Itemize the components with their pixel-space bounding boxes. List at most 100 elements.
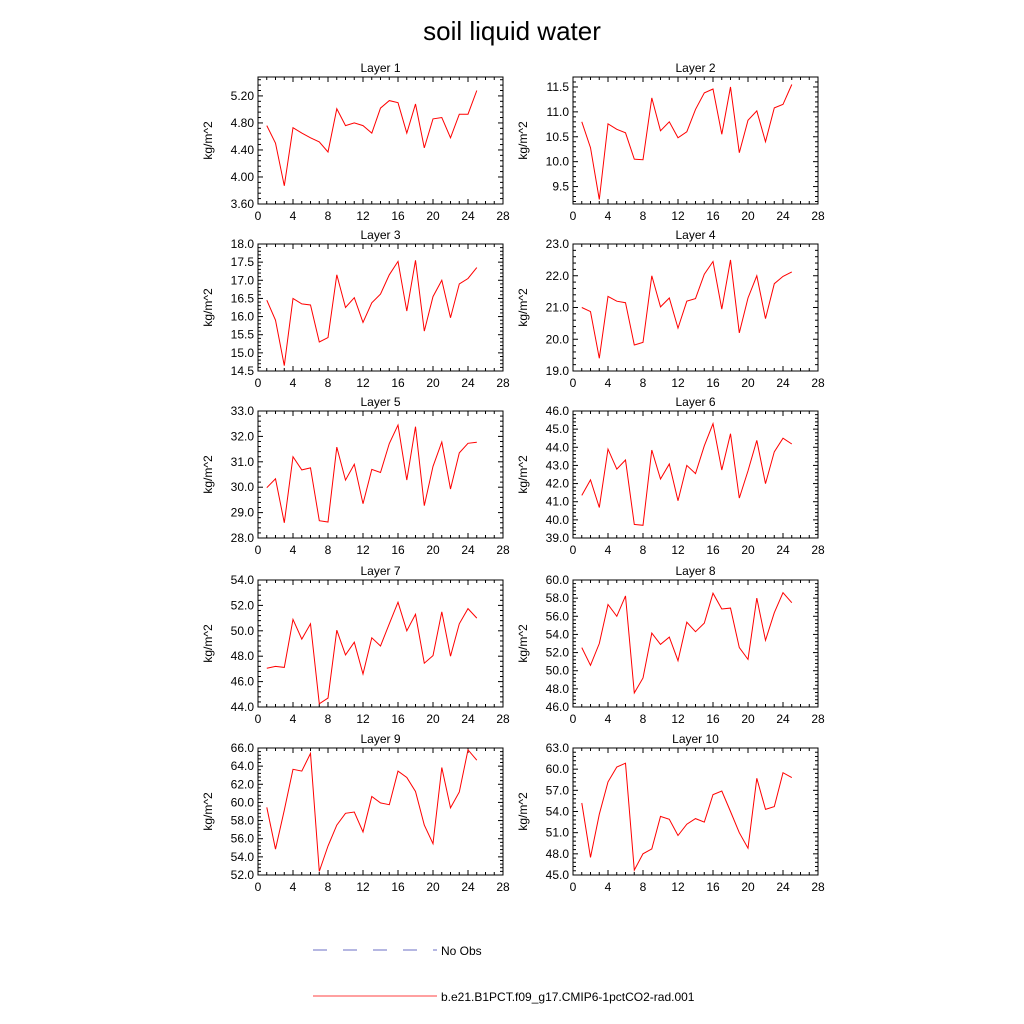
- legend: No Obs b.e21.B1PCT.f09_g17.CMIP6-1pctCO2…: [313, 944, 695, 1004]
- panel-7-xtick-label: 4: [290, 712, 297, 726]
- panel-8-ytick-label: 50.0: [546, 664, 570, 678]
- panel-3-ytick-label: 17.5: [231, 255, 255, 269]
- panel-8-title: Layer 8: [675, 564, 715, 578]
- panel-4-ytick-label: 20.0: [546, 332, 570, 346]
- panel-4-xtick-label: 4: [605, 376, 612, 390]
- panel-3-title: Layer 3: [360, 228, 400, 242]
- panel-2-xtick-label: 8: [640, 209, 647, 223]
- panel-5-ytick-label: 29.0: [231, 506, 255, 520]
- panel-3-ytick-label: 15.5: [231, 328, 255, 342]
- panel-9-ylabel: kg/m^2: [201, 792, 215, 831]
- panel-5-xtick-label: 4: [290, 543, 297, 557]
- panel-8-ytick-label: 54.0: [546, 627, 570, 641]
- panel-7-ylabel: kg/m^2: [201, 624, 215, 663]
- panel-5-ytick-label: 32.0: [231, 429, 255, 443]
- panel-6-xtick-label: 24: [776, 543, 790, 557]
- panel-7-xtick-label: 0: [255, 712, 262, 726]
- panel-3: Layer 3 kg/m^2 0 4 8 12 16 20 24 28 14.5 15.0 15.5 16…: [201, 228, 510, 390]
- panel-6-xtick-label: 20: [741, 543, 755, 557]
- panel-8-xtick-label: 4: [605, 712, 612, 726]
- panel-5: Layer 5 kg/m^2 0 4 8 12 16 20 24 28 28.0 29.0 30.0 31…: [201, 395, 510, 557]
- panel-4-xtick-label: 8: [640, 376, 647, 390]
- panel-4: Layer 4 kg/m^2 0 4 8 12 16 20 24 28 19.0 20.0 21.0 22…: [516, 228, 825, 390]
- panel-9-xtick-label: 8: [325, 880, 332, 894]
- panel-2-ylabel: kg/m^2: [516, 121, 530, 160]
- panel-7-ytick-label: 44.0: [231, 700, 255, 714]
- panel-4-ytick-label: 19.0: [546, 364, 570, 378]
- panel-8-xtick-label: 24: [776, 712, 790, 726]
- panel-8-xtick-label: 16: [706, 712, 720, 726]
- panel-10-xtick-label: 16: [706, 880, 720, 894]
- panel-7-xtick-label: 20: [426, 712, 440, 726]
- panel-2-ytick-label: 11.0: [547, 105, 570, 119]
- panel-4-ylabel: kg/m^2: [516, 288, 530, 327]
- panel-2-ytick-label: 10.0: [546, 155, 570, 169]
- panel-1-xtick-label: 0: [255, 209, 262, 223]
- panel-3-ytick-label: 15.0: [231, 346, 255, 360]
- panel-10-ytick-label: 48.0: [546, 847, 570, 861]
- panel-4-ytick-label: 23.0: [546, 237, 570, 251]
- panel-6-title: Layer 6: [675, 395, 715, 409]
- panel-9-xtick-label: 0: [255, 880, 262, 894]
- panel-6-ytick-label: 41.0: [546, 495, 570, 509]
- panel-8-xtick-label: 0: [570, 712, 577, 726]
- panel-9-xtick-label: 20: [426, 880, 440, 894]
- panel-2-xtick-label: 20: [741, 209, 755, 223]
- panel-9-ytick-label: 62.0: [231, 777, 255, 791]
- panel-1-ylabel: kg/m^2: [201, 121, 215, 160]
- panel-5-frame: [257, 410, 504, 539]
- panel-2-ytick-label: 11.5: [547, 80, 570, 94]
- panel-3-series-line-1: [266, 260, 478, 366]
- panel-8-frame: [572, 579, 819, 708]
- panel-6-xtick-label: 16: [706, 543, 720, 557]
- panel-3-xtick-label: 12: [356, 376, 370, 390]
- panel-3-ylabel: kg/m^2: [201, 288, 215, 327]
- panel-1-xtick-label: 4: [290, 209, 297, 223]
- panel-7-xtick-label: 8: [325, 712, 332, 726]
- panel-5-xtick-label: 24: [461, 543, 475, 557]
- panel-5-xtick-label: 28: [496, 543, 510, 557]
- panel-1-frame: [257, 76, 504, 205]
- panel-10-ylabel: kg/m^2: [516, 792, 530, 831]
- panel-9-series-line-1: [266, 748, 478, 872]
- panel-5-ytick-label: 31.0: [231, 455, 255, 469]
- panel-8-xtick-label: 12: [671, 712, 685, 726]
- panel-6-xtick-label: 28: [811, 543, 825, 557]
- panel-6-ytick-label: 42.0: [546, 477, 570, 491]
- panel-1-xtick-label: 16: [391, 209, 405, 223]
- panel-1-xtick-label: 8: [325, 209, 332, 223]
- panel-10-xtick-label: 0: [570, 880, 577, 894]
- panel-9-ytick-label: 60.0: [231, 795, 255, 809]
- panel-5-ytick-label: 30.0: [231, 480, 255, 494]
- panel-4-ytick-label: 21.0: [546, 301, 570, 315]
- panel-6-xtick-label: 4: [605, 543, 612, 557]
- panel-5-xtick-label: 0: [255, 543, 262, 557]
- panel-3-ytick-label: 17.0: [231, 273, 255, 287]
- panel-5-title: Layer 5: [360, 395, 400, 409]
- panel-3-xtick-label: 20: [426, 376, 440, 390]
- panel-5-ytick-label: 33.0: [231, 404, 255, 418]
- panel-9-ytick-label: 56.0: [231, 832, 255, 846]
- panel-10-ytick-label: 63.0: [546, 741, 570, 755]
- panel-10-frame: [572, 747, 819, 876]
- panel-8-ytick-label: 60.0: [546, 573, 570, 587]
- panel-3-frame: [257, 243, 504, 372]
- panel-6-ytick-label: 46.0: [546, 404, 570, 418]
- panel-7-ytick-label: 52.0: [231, 598, 255, 612]
- panel-6-xtick-label: 8: [640, 543, 647, 557]
- panel-10-series-line-1: [581, 762, 793, 872]
- panel-1-xtick-label: 20: [426, 209, 440, 223]
- panel-4-ytick-label: 22.0: [546, 269, 570, 283]
- panel-7-xtick-label: 16: [391, 712, 405, 726]
- panel-3-ytick-label: 16.0: [231, 310, 255, 324]
- panel-7-xtick-label: 28: [496, 712, 510, 726]
- panel-8-series-line-1: [581, 591, 793, 695]
- panel-9-title: Layer 9: [360, 732, 400, 746]
- panel-2-xtick-label: 12: [671, 209, 685, 223]
- panel-1-title: Layer 1: [360, 61, 400, 75]
- panel-4-title: Layer 4: [675, 228, 715, 242]
- panel-5-ylabel: kg/m^2: [201, 455, 215, 494]
- panel-6-xtick-label: 0: [570, 543, 577, 557]
- panel-1-ytick-label: 5.20: [231, 89, 255, 103]
